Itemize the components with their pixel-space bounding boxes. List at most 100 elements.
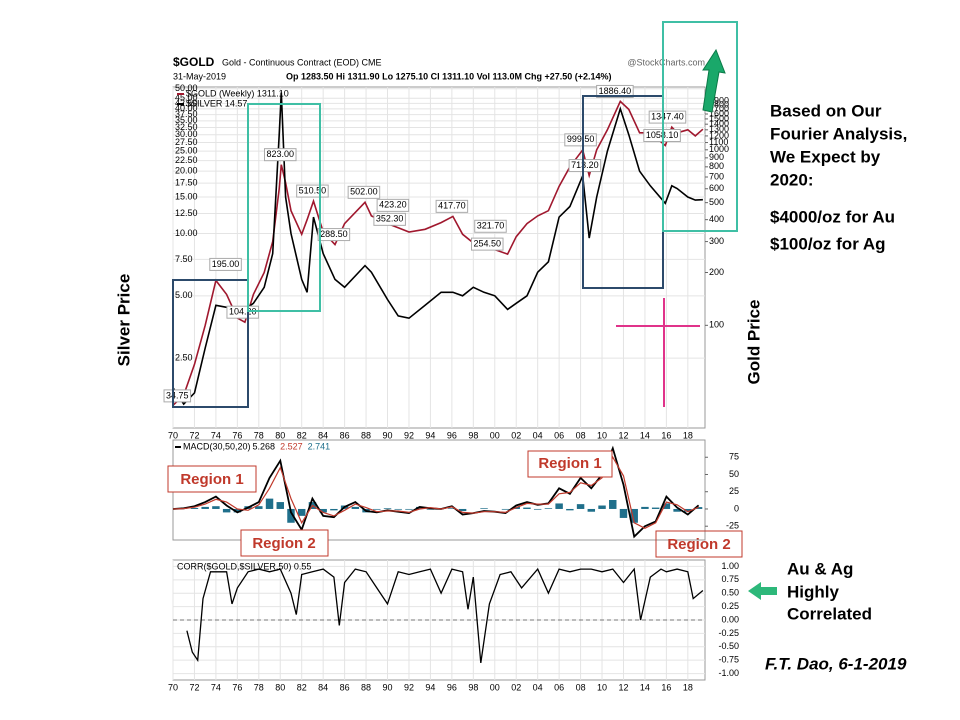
price-label-box bbox=[317, 228, 351, 242]
histogram-bar bbox=[201, 506, 209, 509]
y-tick-label: 5.00 bbox=[175, 290, 193, 300]
y-tick-label: 40.00 bbox=[175, 103, 198, 113]
region-label-box bbox=[527, 450, 613, 478]
y-tick-label: 10.00 bbox=[175, 228, 198, 238]
price-label-box bbox=[376, 198, 410, 212]
price-label: 823.00 bbox=[266, 149, 294, 159]
correlation-note: Au & Ag bbox=[787, 559, 853, 578]
region-label: Region 2 bbox=[252, 535, 315, 552]
y2-tick-label: 1700 bbox=[709, 104, 729, 114]
histogram-bar bbox=[587, 508, 596, 512]
x-tick-label: 00 bbox=[490, 430, 500, 440]
y-tick-label: 75 bbox=[729, 452, 739, 462]
plot-area bbox=[172, 439, 706, 541]
histogram-bar bbox=[212, 506, 220, 509]
y-tick-label: -1.00 bbox=[718, 668, 739, 678]
price-label-box bbox=[373, 212, 406, 226]
x-tick-label: 04 bbox=[533, 430, 543, 440]
x-tick-label: 12 bbox=[618, 682, 628, 692]
x-tick-label: 82 bbox=[297, 682, 307, 692]
y-tick-label: 7.50 bbox=[175, 254, 193, 264]
left-arrow bbox=[748, 582, 777, 600]
x-tick-label: 82 bbox=[297, 430, 307, 440]
price-label: 104.20 bbox=[229, 307, 257, 317]
y-tick-label: 15.00 bbox=[175, 191, 198, 201]
price-label: 1886.40 bbox=[599, 86, 632, 96]
price-label-box bbox=[263, 148, 297, 162]
series-value-label: 2.741 bbox=[308, 441, 331, 451]
histogram-bar bbox=[523, 507, 531, 509]
price-label: 510.50 bbox=[299, 185, 327, 195]
histogram-bar bbox=[609, 500, 617, 509]
y-tick-label: 50.00 bbox=[175, 83, 198, 93]
x-tick-label: 06 bbox=[554, 682, 564, 692]
x-tick-label: 14 bbox=[640, 430, 650, 440]
price-label: 34.75 bbox=[166, 390, 189, 400]
region-box bbox=[247, 103, 321, 312]
y-tick-label: -25 bbox=[726, 521, 739, 531]
y2-tick-label: 500 bbox=[709, 197, 724, 207]
price-label: 417.70 bbox=[438, 201, 466, 211]
y-tick-label: 42.50 bbox=[175, 98, 198, 108]
price-label-box bbox=[471, 237, 504, 251]
histogram-bar bbox=[233, 508, 242, 513]
region-label-box bbox=[240, 529, 329, 557]
x-tick-label: 12 bbox=[618, 430, 628, 440]
x-tick-label: 00 bbox=[490, 682, 500, 692]
y2-tick-label: 700 bbox=[709, 171, 724, 181]
price-label: 1347.40 bbox=[651, 111, 684, 121]
y2-tick-label: 300 bbox=[709, 236, 724, 246]
price-label: 999.50 bbox=[567, 134, 595, 144]
x-tick-label: 90 bbox=[383, 430, 393, 440]
date: 31-May-2019 bbox=[173, 71, 226, 81]
region-label-box bbox=[655, 530, 743, 558]
histogram-bar bbox=[383, 508, 392, 509]
histogram-bar bbox=[297, 508, 306, 516]
x-tick-label: 80 bbox=[275, 430, 285, 440]
series-value-label: 2.527 bbox=[280, 441, 303, 451]
symbol: $GOLD bbox=[173, 55, 215, 69]
histogram-bar bbox=[319, 508, 327, 513]
histogram-bar bbox=[330, 508, 338, 511]
x-tick-label: 14 bbox=[640, 682, 650, 692]
price-label: 502.00 bbox=[350, 187, 378, 197]
price-label-box bbox=[163, 389, 192, 403]
y-tick-label: 0.25 bbox=[721, 601, 739, 611]
y2-tick-label: 900 bbox=[709, 152, 724, 162]
x-tick-label: 96 bbox=[447, 430, 457, 440]
y-tick-label: -0.75 bbox=[718, 655, 739, 665]
price-label-box bbox=[648, 110, 687, 124]
y-tick-label: 0.75 bbox=[721, 574, 739, 584]
x-tick-label: 70 bbox=[168, 682, 178, 692]
histogram-bar bbox=[222, 508, 231, 513]
forecast-line: 2020: bbox=[770, 170, 813, 189]
y2-tick-label: 400 bbox=[709, 214, 724, 224]
histogram-bar bbox=[373, 508, 381, 510]
price-label: 288.50 bbox=[320, 229, 348, 239]
quote: Op 1283.50 Hi 1311.90 Lo 1275.10 Cl 1311… bbox=[286, 71, 612, 81]
y2-axis-label: Gold Price bbox=[744, 299, 763, 384]
x-tick-label: 10 bbox=[597, 430, 607, 440]
histogram-bar bbox=[287, 508, 295, 523]
x-tick-label: 16 bbox=[661, 682, 671, 692]
histogram-bar bbox=[533, 508, 542, 510]
x-tick-label: 94 bbox=[425, 430, 435, 440]
x-tick-label: 76 bbox=[232, 682, 242, 692]
x-tick-label: 78 bbox=[254, 430, 264, 440]
plot-area bbox=[172, 86, 706, 429]
y-tick-label: 37.50 bbox=[175, 109, 198, 119]
y2-tick-label: 100 bbox=[709, 320, 724, 330]
y-tick-label: 0.50 bbox=[721, 588, 739, 598]
price-label: 321.70 bbox=[477, 221, 505, 231]
x-tick-label: 72 bbox=[189, 430, 199, 440]
series-value-label: 5.268 bbox=[253, 441, 276, 451]
price-label: 195.00 bbox=[212, 259, 240, 269]
panel-title: MACD(30,50,20) bbox=[183, 441, 251, 451]
y-tick-label: -0.50 bbox=[718, 641, 739, 651]
x-tick-label: 18 bbox=[683, 682, 693, 692]
x-tick-label: 84 bbox=[318, 682, 328, 692]
x-tick-label: 08 bbox=[576, 682, 586, 692]
y-tick-label: 17.50 bbox=[175, 178, 198, 188]
x-tick-label: 90 bbox=[383, 682, 393, 692]
